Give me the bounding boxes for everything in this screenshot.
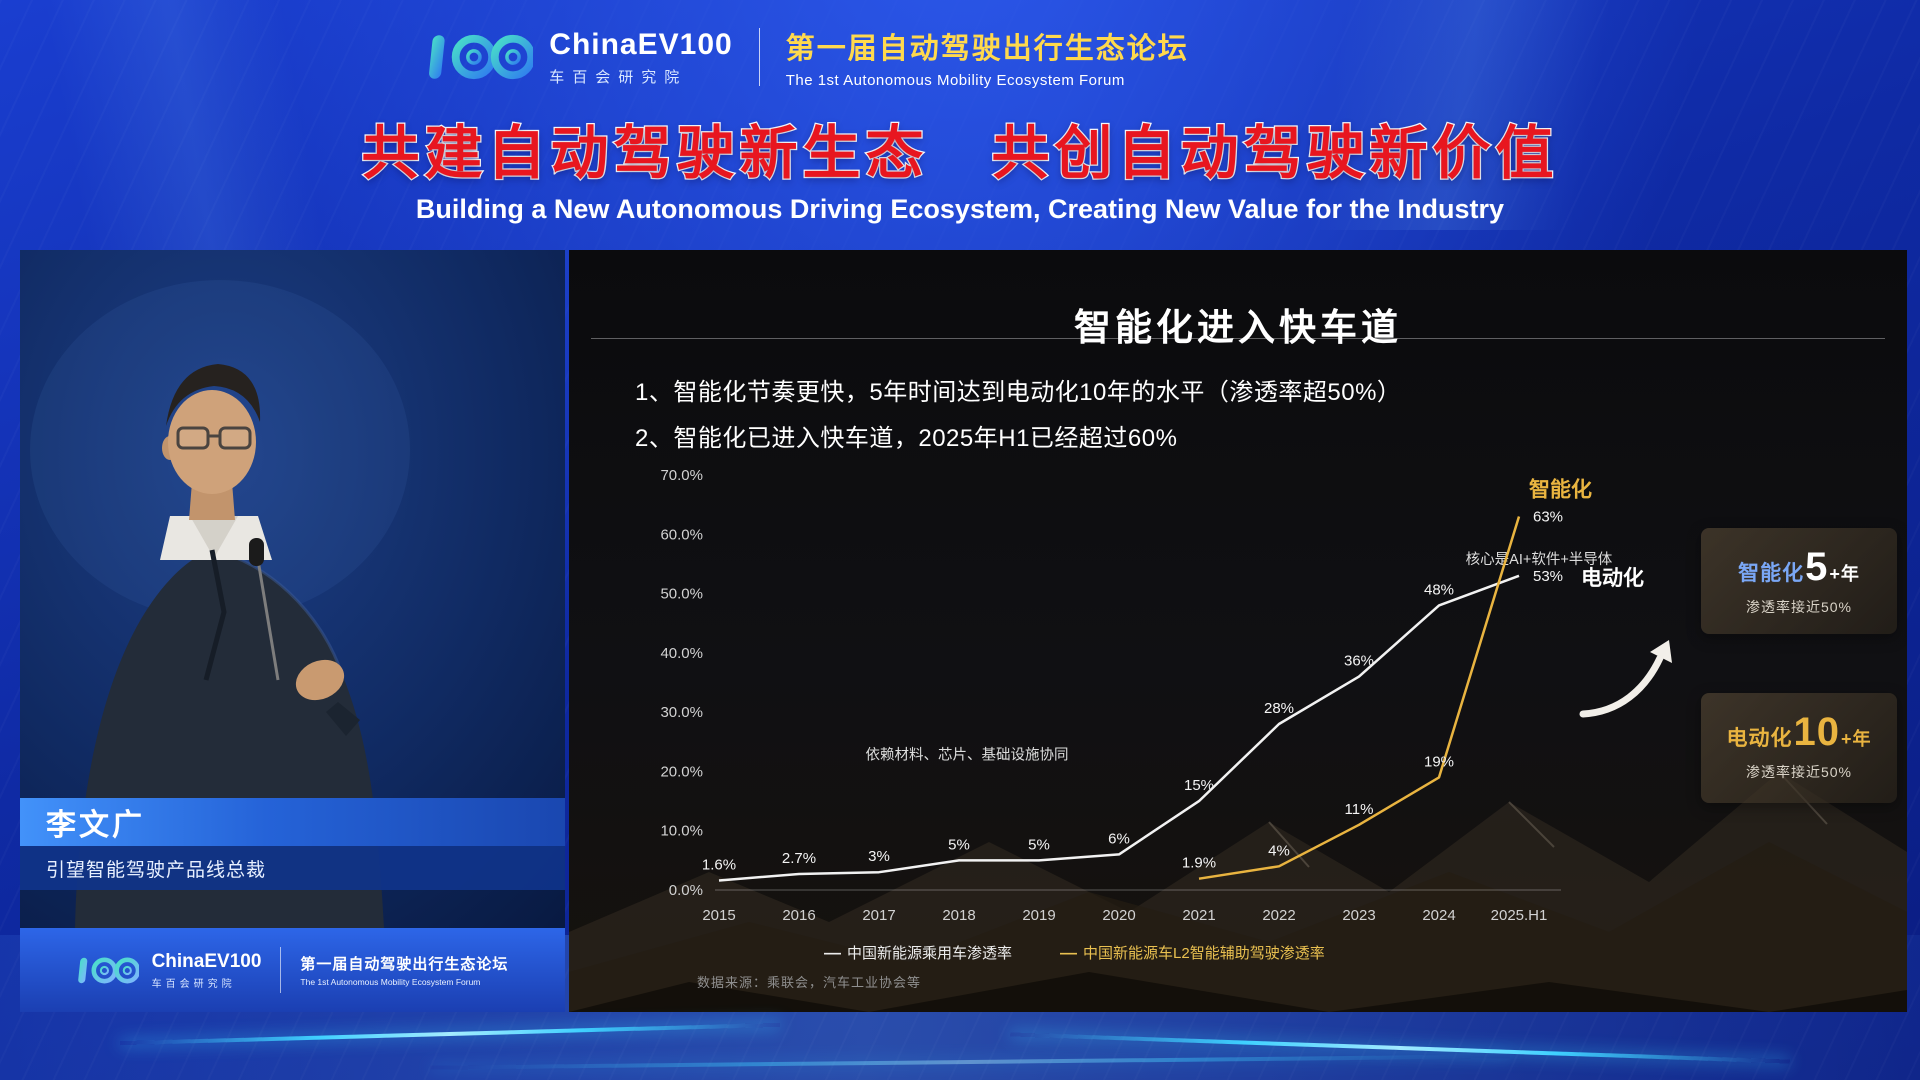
callout-subtitle: 渗透率接近50% xyxy=(1745,599,1853,615)
deco-glow-line xyxy=(120,1022,780,1046)
svg-text:48%: 48% xyxy=(1424,581,1454,598)
svg-text:电动化: 电动化 xyxy=(1581,566,1644,590)
legend-marker: — xyxy=(824,942,841,962)
growth-arrow-icon xyxy=(1579,640,1672,718)
speaker-name: 李文广 xyxy=(46,809,145,842)
svg-text:36%: 36% xyxy=(1344,653,1374,670)
svg-text:63%: 63% xyxy=(1533,509,1563,526)
header-divider xyxy=(758,28,760,86)
svg-text:40.0%: 40.0% xyxy=(660,645,703,662)
main-content: 李文广 引望智能驾驶产品线总裁 ChinaEV100 车百会研究院 xyxy=(20,250,1907,1012)
svg-text:70.0%: 70.0% xyxy=(660,467,703,484)
slide-title-divider xyxy=(591,338,1885,339)
main-subtitle: Building a New Autonomous Driving Ecosys… xyxy=(415,194,1505,224)
brand-subtitle: 车百会研究院 xyxy=(549,68,688,86)
header: ChinaEV100 车百会研究院 第一届自动驾驶出行生态论坛 The 1st … xyxy=(0,0,1920,250)
chart-legend: — 中国新能源乘用车渗透率 — 中国新能源车L2智能辅助驾驶渗透率 xyxy=(824,942,1325,963)
callout-subtitle: 渗透率接近50% xyxy=(1745,764,1853,780)
svg-text:核心是AI+软件+半导体: 核心是AI+软件+半导体 xyxy=(1466,551,1613,568)
legend-label: 中国新能源乘用车渗透率 xyxy=(847,945,1013,962)
footer-brand-text: ChinaEV100 车百会研究院 xyxy=(152,951,262,990)
speaker-title-bar: 引望智能驾驶产品线总裁 xyxy=(20,846,565,890)
deco-glow-line xyxy=(430,1054,1510,1070)
legend-label: 中国新能源车L2智能辅助驾驶渗透率 xyxy=(1083,945,1325,962)
forum-text: 第一届自动驾驶出行生态论坛 The 1st Autonomous Mobilit… xyxy=(786,25,1189,89)
footer-brand-name: ChinaEV100 xyxy=(151,950,262,972)
main-title: 共建自动驾驶新生态 共创自动驾驶新价值 xyxy=(360,120,1559,188)
svg-text:智能化: 智能化 xyxy=(1529,478,1592,502)
callout-prefix: 电动化 xyxy=(1726,727,1793,750)
bullet-item: 1、智能化节奏更快，5年时间达到电动化10年的水平（渗透率超50%） xyxy=(635,379,1402,406)
legend-marker: — xyxy=(1060,942,1078,962)
callout-suffix: +年 xyxy=(1829,564,1860,584)
bullet-list: 1、智能化节奏更快，5年时间达到电动化10年的水平（渗透率超50%） 2、智能化… xyxy=(635,370,1867,462)
bullet-item: 2、智能化已进入快车道，2025年H1已经超过60% xyxy=(635,425,1178,452)
speaker-video-panel: 李文广 引望智能驾驶产品线总裁 ChinaEV100 车百会研究院 xyxy=(20,250,565,1012)
brand-name: ChinaEV100 xyxy=(549,27,733,61)
speaker-name-bar: 李文广 xyxy=(20,798,565,846)
footer-forum-en: The 1st Autonomous Mobility Ecosystem Fo… xyxy=(300,977,481,987)
speaker-title: 引望智能驾驶产品线总裁 xyxy=(46,859,267,881)
svg-text:60.0%: 60.0% xyxy=(660,526,703,543)
deco-glow-line xyxy=(1010,1032,1790,1064)
forum-title-en: The 1st Autonomous Mobility Ecosystem Fo… xyxy=(785,72,1125,89)
callout-headline: 智能化5+年 xyxy=(1701,545,1897,590)
legend-item-intelligent: — 中国新能源车L2智能辅助驾驶渗透率 xyxy=(1060,942,1325,963)
callout-ev-10-years: 电动化10+年 渗透率接近50% xyxy=(1701,693,1897,803)
source-note: 数据来源：乘联会，汽车工业协会等 xyxy=(697,975,922,990)
callout-number: 5 xyxy=(1805,545,1829,589)
callout-number: 10 xyxy=(1793,710,1840,754)
footer-chinaev100-logo xyxy=(77,957,139,983)
footer-brand-subtitle: 车百会研究院 xyxy=(151,978,236,990)
slide-panel: 智能化进入快车道 1、智能化节奏更快，5年时间达到电动化10年的水平（渗透率超5… xyxy=(569,250,1907,1012)
chinaev100-logo xyxy=(429,34,534,80)
slide-title: 智能化进入快车道 xyxy=(1074,306,1402,348)
svg-text:50.0%: 50.0% xyxy=(660,586,703,603)
brand-text: ChinaEV100 车百会研究院 xyxy=(549,28,732,87)
callout-intelligent-5-years: 智能化5+年 渗透率接近50% xyxy=(1701,528,1897,634)
callout-prefix: 智能化 xyxy=(1738,562,1805,585)
legend-item-ev: — 中国新能源乘用车渗透率 xyxy=(824,942,1012,963)
footer-divider xyxy=(280,947,282,993)
callout-headline: 电动化10+年 xyxy=(1701,710,1897,755)
forum-title-cn: 第一届自动驾驶出行生态论坛 xyxy=(785,33,1189,65)
header-brand-row: ChinaEV100 车百会研究院 第一届自动驾驶出行生态论坛 The 1st … xyxy=(0,16,1768,98)
callout-suffix: +年 xyxy=(1840,729,1872,749)
footer-forum-cn: 第一届自动驾驶出行生态论坛 xyxy=(300,956,509,973)
footer-forum-text: 第一届自动驾驶出行生态论坛 The 1st Autonomous Mobilit… xyxy=(300,953,508,987)
svg-text:53%: 53% xyxy=(1533,568,1563,585)
video-footer: ChinaEV100 车百会研究院 第一届自动驾驶出行生态论坛 The 1st … xyxy=(20,928,565,1012)
